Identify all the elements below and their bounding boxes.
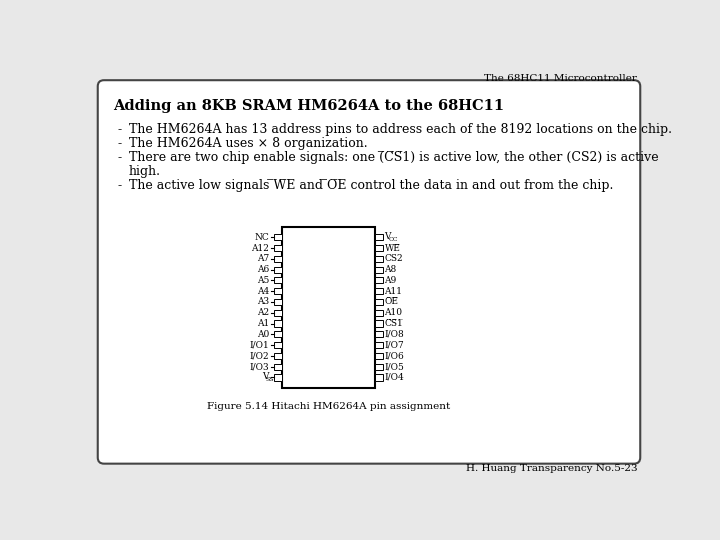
- Bar: [274, 309, 282, 316]
- Text: A8: A8: [384, 265, 397, 274]
- Text: The active low signals ̅W̅E and ̅O̅E control the data in and out from the chip.: The active low signals ̅W̅E and ̅O̅E con…: [129, 179, 613, 192]
- Text: A9: A9: [384, 276, 397, 285]
- Bar: [375, 288, 383, 294]
- Bar: [274, 299, 282, 305]
- Text: C̅S̅1̅: C̅S̅1̅: [384, 319, 403, 328]
- Bar: [375, 374, 383, 381]
- Text: V: V: [384, 232, 391, 241]
- Text: I/O1: I/O1: [249, 341, 269, 349]
- Text: -: -: [117, 137, 121, 150]
- FancyBboxPatch shape: [98, 80, 640, 464]
- Text: I/O4: I/O4: [384, 373, 404, 382]
- Text: The HM6264A uses × 8 organization.: The HM6264A uses × 8 organization.: [129, 137, 367, 150]
- Text: H. Huang Transparency No.5-23: H. Huang Transparency No.5-23: [466, 464, 637, 473]
- Bar: [274, 320, 282, 327]
- Text: Figure 5.14 Hitachi HM6264A pin assignment: Figure 5.14 Hitachi HM6264A pin assignme…: [207, 402, 450, 411]
- Text: A1: A1: [257, 319, 269, 328]
- Bar: [274, 374, 282, 381]
- Bar: [274, 234, 282, 240]
- Text: The 68HC11 Microcontroller: The 68HC11 Microcontroller: [485, 74, 637, 83]
- Text: high.: high.: [129, 165, 161, 178]
- Bar: [274, 256, 282, 262]
- Text: A2: A2: [257, 308, 269, 317]
- Bar: [375, 278, 383, 284]
- Text: CC: CC: [389, 237, 398, 242]
- Bar: [375, 234, 383, 240]
- Text: A3: A3: [257, 298, 269, 307]
- Bar: [375, 256, 383, 262]
- Text: I/O3: I/O3: [249, 362, 269, 371]
- Text: There are two chip enable signals: one (̅C̅S̅1) is active low, the other (CS2) i: There are two chip enable signals: one (…: [129, 151, 658, 164]
- Bar: [274, 331, 282, 338]
- Bar: [274, 245, 282, 251]
- Text: A11: A11: [384, 287, 402, 296]
- Bar: [375, 363, 383, 370]
- Text: A4: A4: [257, 287, 269, 296]
- Bar: [375, 331, 383, 338]
- Text: I/O6: I/O6: [384, 352, 404, 360]
- Text: I/O2: I/O2: [249, 352, 269, 360]
- Bar: [274, 278, 282, 284]
- Bar: [274, 353, 282, 359]
- Bar: [274, 267, 282, 273]
- Text: NC: NC: [254, 233, 269, 242]
- Text: A6: A6: [257, 265, 269, 274]
- Bar: [375, 299, 383, 305]
- Text: V: V: [263, 372, 269, 381]
- Text: A10: A10: [384, 308, 402, 317]
- Bar: [375, 267, 383, 273]
- Text: -: -: [117, 123, 121, 136]
- Text: CS2: CS2: [384, 254, 403, 264]
- Bar: [375, 353, 383, 359]
- Text: I/O5: I/O5: [384, 362, 405, 371]
- Text: A5: A5: [256, 276, 269, 285]
- Bar: [274, 288, 282, 294]
- Text: SS: SS: [265, 377, 274, 382]
- Bar: [375, 245, 383, 251]
- Text: -: -: [117, 151, 121, 164]
- Bar: [375, 342, 383, 348]
- Text: W̅E̅: W̅E̅: [384, 244, 400, 253]
- Text: I/O8: I/O8: [384, 330, 404, 339]
- Text: I/O7: I/O7: [384, 341, 404, 349]
- Bar: [375, 309, 383, 316]
- Text: -: -: [117, 179, 121, 192]
- Bar: [274, 363, 282, 370]
- Bar: [274, 342, 282, 348]
- Text: A12: A12: [251, 244, 269, 253]
- Bar: [375, 320, 383, 327]
- Text: Adding an 8KB SRAM HM6264A to the 68HC11: Adding an 8KB SRAM HM6264A to the 68HC11: [113, 99, 505, 113]
- Text: O̅E̅: O̅E̅: [384, 298, 398, 307]
- Text: The HM6264A has 13 address pins to address each of the 8192 locations on the chi: The HM6264A has 13 address pins to addre…: [129, 123, 672, 136]
- Text: A7: A7: [257, 254, 269, 264]
- Text: A0: A0: [257, 330, 269, 339]
- Bar: [282, 226, 375, 388]
